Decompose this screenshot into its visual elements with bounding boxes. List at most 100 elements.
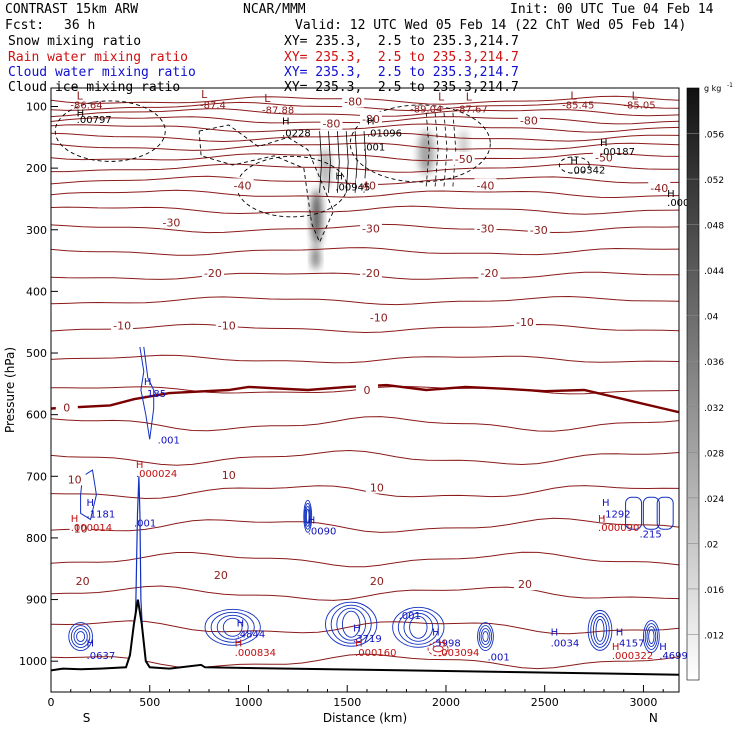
colorbar-tick-label: .016 bbox=[704, 586, 724, 596]
x-tick-label: 3000 bbox=[629, 696, 657, 709]
ice-contour-stack bbox=[443, 112, 448, 187]
cloud-water-contour bbox=[305, 508, 310, 524]
rain-contour bbox=[432, 645, 444, 653]
cloud-water-contour bbox=[643, 620, 660, 653]
x-tick-label: 1000 bbox=[234, 696, 262, 709]
low-value: -87.67 bbox=[456, 104, 488, 115]
cloud-water-max-value: .215 bbox=[640, 530, 662, 541]
ice-max-marker: H bbox=[77, 109, 85, 120]
ice-contour-stack bbox=[328, 131, 331, 193]
cloud-water-max-marker: H bbox=[308, 515, 316, 526]
isotherm-label: -20 bbox=[362, 267, 380, 280]
isotherm-label-bg bbox=[648, 180, 671, 194]
ice-max-value: .001 bbox=[363, 143, 385, 154]
cloud-water-max-value: .0034 bbox=[551, 639, 580, 650]
cloud-water-contour bbox=[644, 623, 658, 650]
rain-max-value: .000014 bbox=[71, 523, 112, 534]
ice-max-value: .00342 bbox=[570, 165, 605, 176]
snow-shade-1 bbox=[311, 245, 320, 270]
colorbar-tick-label: .036 bbox=[704, 358, 724, 368]
rain-max-marker: H bbox=[355, 639, 363, 650]
ice-contour-band bbox=[198, 124, 334, 244]
isotherm-line bbox=[51, 152, 679, 162]
colorbar-tick-label: .04 bbox=[704, 313, 719, 323]
cloud-water-contour bbox=[139, 346, 155, 440]
low-marker: L bbox=[466, 91, 473, 104]
ice-max-marker: H bbox=[667, 189, 675, 200]
cloud-water-contour bbox=[397, 609, 439, 645]
isotherm-label-bg bbox=[55, 400, 78, 414]
cloud-water-max-value: .3719 bbox=[353, 634, 382, 645]
isotherm-line bbox=[51, 323, 679, 334]
ice-max-value: .0228 bbox=[282, 128, 311, 139]
rain-max-value: .000024 bbox=[136, 469, 177, 480]
cloud-water-contour bbox=[642, 496, 660, 530]
ice-max-value: .00187 bbox=[600, 147, 635, 158]
low-value: -86.64 bbox=[70, 101, 102, 112]
cloud-water-contour bbox=[478, 625, 493, 648]
cloud-water-contour bbox=[409, 615, 428, 639]
cloud-water-max-marker: H bbox=[602, 498, 610, 509]
isotherm-label: 10 bbox=[370, 481, 384, 494]
isotherm-line bbox=[51, 247, 679, 256]
isotherm-label-bg bbox=[359, 265, 382, 279]
y-tick-label: 400 bbox=[26, 285, 47, 298]
cloud-water-contour bbox=[648, 629, 655, 644]
colorbar-unit-exp: -1 bbox=[727, 82, 733, 89]
cloud-water-max-value: .1181 bbox=[87, 509, 116, 520]
cloud-water-contour bbox=[392, 606, 445, 648]
cloud-water-contour bbox=[303, 499, 313, 533]
x-tick-label: 1500 bbox=[333, 696, 361, 709]
rain-max-marker: H bbox=[612, 642, 620, 653]
isotherm-line bbox=[51, 101, 679, 112]
ice-contour-stack bbox=[319, 131, 323, 193]
ice-contour-stack bbox=[452, 112, 457, 187]
low-marker: L bbox=[264, 92, 271, 105]
isotherm-label: -50 bbox=[455, 153, 473, 166]
isotherm-label-bg bbox=[359, 111, 382, 125]
x-tick-label: 500 bbox=[139, 696, 160, 709]
isotherm-line bbox=[51, 653, 679, 670]
rain-max-value: .000834 bbox=[235, 648, 276, 659]
cloud-water-max-marker: H bbox=[87, 639, 95, 650]
isotherm-label-bg bbox=[365, 480, 388, 494]
isotherm-label: -20 bbox=[480, 267, 498, 280]
isotherm-line bbox=[51, 517, 679, 533]
isotherm-label-bg bbox=[359, 221, 382, 235]
cloud-water-max-marker: H bbox=[659, 642, 667, 653]
cloud-water-contour bbox=[477, 622, 494, 651]
isotherm-label: 20 bbox=[76, 575, 90, 588]
isotherm-label: -10 bbox=[370, 311, 388, 324]
y-tick-label: 200 bbox=[26, 162, 47, 175]
low-marker: L bbox=[201, 88, 208, 101]
cloud-water-max-value: .001 bbox=[399, 611, 421, 622]
colorbar-tick-label: .048 bbox=[704, 222, 724, 232]
y-tick-label: 500 bbox=[26, 347, 47, 360]
ice-contour bbox=[54, 100, 166, 162]
isotherm-line bbox=[51, 189, 679, 199]
rain-max-marker: H bbox=[438, 639, 446, 650]
x-tick-label: 0 bbox=[48, 696, 55, 709]
field-name-cloud-water: Cloud water mixing ratio bbox=[8, 65, 196, 80]
rain-max-marker: H bbox=[71, 514, 79, 525]
terrain-line bbox=[51, 599, 679, 676]
isotherm-line bbox=[51, 485, 679, 500]
field-xy-snow: XY= 235.3, 2.5 to 235.3,214.7 bbox=[284, 34, 519, 49]
snow-shade-2 bbox=[320, 148, 331, 189]
isotherm-label: 10 bbox=[222, 469, 236, 482]
valid-time: Valid: 12 UTC Wed 05 Feb 14 (22 ChT Wed … bbox=[295, 18, 687, 33]
cloud-water-max-value: .1292 bbox=[602, 509, 631, 520]
ice-max-marker: H bbox=[335, 172, 343, 183]
isotherm-label: -30 bbox=[162, 216, 180, 229]
cloud-water-max-value: .5998 bbox=[432, 639, 461, 650]
rain-max-value: .000090 bbox=[598, 523, 639, 534]
ice-max-marker: H bbox=[282, 117, 290, 128]
ice-max-marker: H bbox=[570, 156, 578, 167]
isotherm-label-bg bbox=[527, 222, 550, 236]
cloud-water-contour bbox=[73, 628, 88, 645]
cloud-water-contour bbox=[595, 618, 605, 642]
isotherm-label-bg bbox=[592, 150, 615, 164]
isotherm-label: -80 bbox=[344, 96, 362, 109]
low-marker: L bbox=[77, 89, 84, 102]
y-tick-label: 700 bbox=[26, 470, 47, 483]
